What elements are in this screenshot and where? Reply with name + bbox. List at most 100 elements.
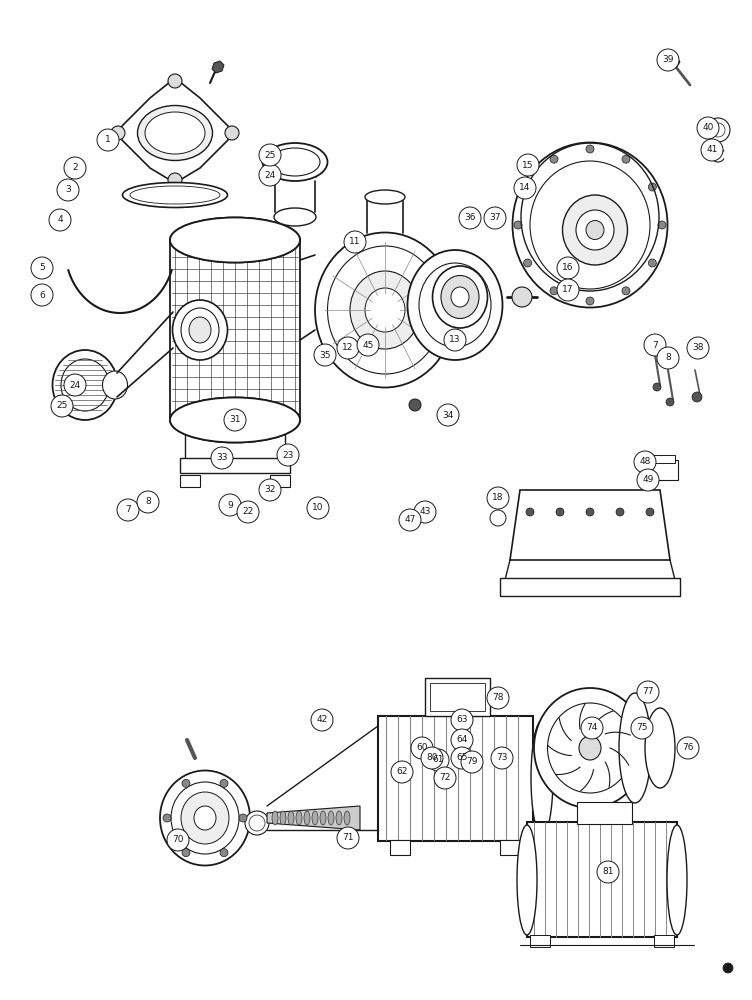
Circle shape [167, 829, 189, 851]
Circle shape [421, 747, 443, 769]
Ellipse shape [171, 782, 239, 854]
Bar [378, 716, 533, 841]
Ellipse shape [272, 811, 278, 825]
Text: 74: 74 [587, 724, 598, 732]
Ellipse shape [579, 736, 601, 760]
Circle shape [657, 347, 679, 369]
Circle shape [557, 257, 579, 279]
Text: 4: 4 [57, 216, 63, 225]
Polygon shape [664, 56, 680, 68]
Text: 3: 3 [65, 186, 71, 194]
Text: 60: 60 [417, 744, 428, 752]
Ellipse shape [181, 308, 219, 352]
Circle shape [586, 508, 594, 516]
Text: 45: 45 [362, 340, 374, 350]
Ellipse shape [189, 317, 211, 343]
Text: 43: 43 [420, 508, 431, 516]
Ellipse shape [365, 288, 405, 332]
Circle shape [239, 814, 247, 822]
Text: 25: 25 [56, 401, 68, 410]
Text: 35: 35 [320, 351, 331, 360]
Circle shape [648, 259, 656, 267]
Circle shape [550, 155, 558, 163]
Circle shape [163, 814, 171, 822]
Ellipse shape [365, 190, 405, 204]
Circle shape [616, 508, 624, 516]
Circle shape [64, 157, 86, 179]
Text: 15: 15 [522, 160, 534, 169]
Text: 70: 70 [172, 836, 183, 844]
Circle shape [514, 221, 522, 229]
Circle shape [459, 207, 481, 229]
Circle shape [622, 287, 630, 295]
Ellipse shape [547, 703, 632, 793]
Circle shape [512, 287, 532, 307]
Polygon shape [510, 490, 670, 560]
Bar [648, 460, 678, 480]
Circle shape [64, 374, 86, 396]
Circle shape [220, 849, 228, 857]
Circle shape [211, 447, 233, 469]
Circle shape [514, 177, 536, 199]
Text: 25: 25 [264, 150, 276, 159]
Circle shape [490, 510, 506, 526]
Bar [530, 935, 550, 947]
Ellipse shape [138, 105, 213, 160]
Circle shape [137, 491, 159, 513]
Ellipse shape [274, 208, 316, 226]
Text: 24: 24 [69, 380, 80, 389]
Circle shape [653, 383, 661, 391]
Text: 6: 6 [39, 290, 45, 300]
Ellipse shape [145, 112, 205, 154]
Circle shape [249, 815, 265, 831]
Circle shape [666, 398, 674, 406]
Circle shape [637, 681, 659, 703]
Circle shape [182, 779, 190, 787]
Text: 72: 72 [439, 774, 450, 782]
Ellipse shape [534, 688, 646, 808]
Circle shape [307, 497, 329, 519]
Text: 9: 9 [227, 500, 233, 510]
Circle shape [451, 747, 473, 769]
Text: 17: 17 [562, 286, 574, 294]
Text: 42: 42 [317, 716, 328, 724]
Circle shape [491, 747, 513, 769]
Ellipse shape [513, 142, 668, 308]
Ellipse shape [432, 266, 487, 328]
Text: 10: 10 [312, 504, 324, 512]
Bar [527, 822, 677, 937]
Text: 8: 8 [665, 354, 671, 362]
Ellipse shape [350, 271, 420, 349]
Bar [390, 840, 410, 855]
Text: 81: 81 [602, 867, 614, 876]
Circle shape [399, 509, 421, 531]
Ellipse shape [123, 182, 228, 208]
Text: 7: 7 [652, 340, 658, 350]
Circle shape [314, 344, 336, 366]
Text: 39: 39 [663, 55, 674, 64]
Circle shape [51, 395, 73, 417]
Bar [500, 578, 680, 596]
Circle shape [646, 508, 654, 516]
Bar [654, 935, 674, 947]
Ellipse shape [441, 275, 479, 318]
Circle shape [117, 499, 139, 521]
Ellipse shape [328, 246, 442, 374]
Text: 2: 2 [72, 163, 77, 172]
Text: 32: 32 [264, 486, 276, 494]
Ellipse shape [619, 693, 651, 803]
Circle shape [224, 409, 246, 431]
Ellipse shape [576, 210, 614, 250]
Text: 34: 34 [442, 410, 453, 420]
Text: 80: 80 [426, 754, 438, 762]
Circle shape [225, 126, 239, 140]
Circle shape [648, 183, 656, 191]
Circle shape [631, 717, 653, 739]
Circle shape [637, 469, 659, 491]
Circle shape [487, 687, 509, 709]
Text: 33: 33 [217, 454, 228, 462]
Bar [651, 455, 675, 463]
Text: 71: 71 [342, 834, 353, 842]
Text: 75: 75 [636, 724, 647, 732]
Circle shape [111, 126, 125, 140]
